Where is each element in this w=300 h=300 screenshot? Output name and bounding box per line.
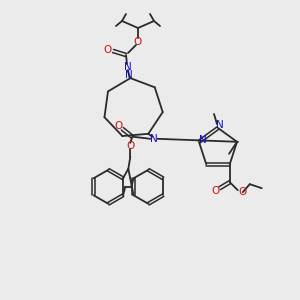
Text: O: O <box>212 186 220 196</box>
Text: N: N <box>124 62 132 72</box>
Text: N: N <box>150 134 158 144</box>
Text: N: N <box>216 120 224 130</box>
Text: O: O <box>134 37 142 47</box>
Text: O: O <box>126 141 134 151</box>
Text: O: O <box>104 45 112 55</box>
Text: N: N <box>199 135 207 145</box>
Text: O: O <box>114 121 122 131</box>
Text: O: O <box>238 187 247 197</box>
Text: N: N <box>124 70 132 80</box>
